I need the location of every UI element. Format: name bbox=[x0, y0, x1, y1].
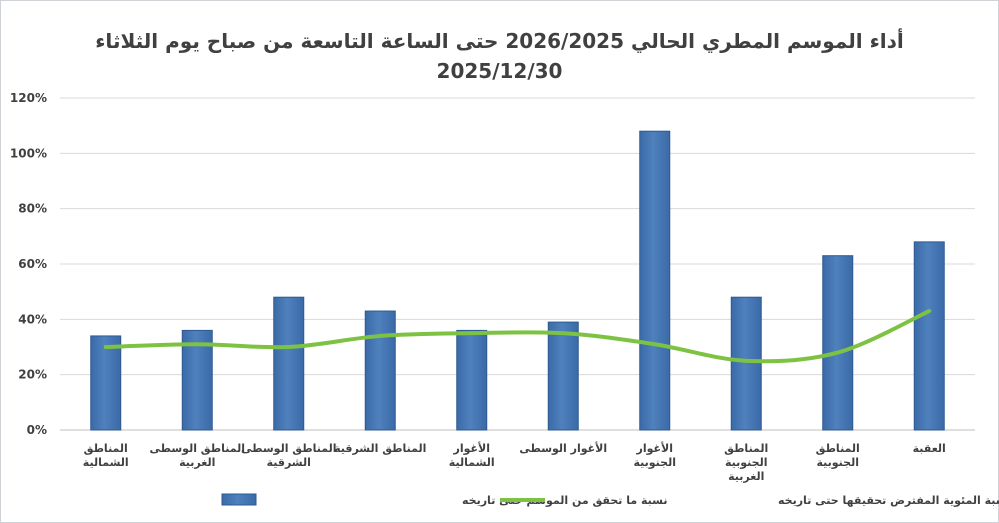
y-tick-label: 80% bbox=[18, 202, 47, 216]
y-tick-label: 60% bbox=[18, 257, 47, 271]
x-tick-label: الأغوار الشمالية bbox=[449, 441, 495, 469]
chart-title-line1: أداء الموسم المطري الحالي 2026/2025 حتى … bbox=[95, 29, 904, 53]
x-tick-label: العقبة bbox=[913, 442, 946, 455]
x-tick-label: الأغوار الوسطى bbox=[519, 441, 607, 455]
legend-label-bars: نسبة ما تحقق من الموسم حتى تاريخه bbox=[462, 494, 668, 507]
bar-6 bbox=[547, 321, 579, 431]
x-tick-label: المناطق الشرقية bbox=[334, 442, 426, 455]
x-tick-label: المناطق الشمالية bbox=[83, 442, 129, 469]
bar-2 bbox=[181, 329, 213, 431]
bar-3 bbox=[273, 296, 305, 431]
y-tick-label: 40% bbox=[18, 312, 47, 326]
x-tick-label: الأغوار الجنوبية bbox=[633, 441, 676, 469]
legend-swatch-bars bbox=[221, 493, 257, 506]
x-tick-label: المناطق الجنوبية bbox=[816, 442, 860, 469]
y-tick-label: 100% bbox=[10, 146, 47, 160]
bar-9 bbox=[822, 255, 854, 431]
bar-10 bbox=[913, 241, 945, 431]
y-tick-label: 0% bbox=[27, 423, 47, 437]
chart-title: أداء الموسم المطري الحالي 2026/2025 حتى … bbox=[0, 26, 999, 86]
bar-5 bbox=[456, 329, 488, 431]
x-tick-label: المناطق الوسطى الغربية bbox=[150, 442, 245, 469]
chart-title-line2: 2025/12/30 bbox=[436, 59, 563, 83]
legend-label-line: النسبة المئوية المفترض تحقيقها حتى تاريخ… bbox=[778, 494, 999, 507]
bar-7 bbox=[639, 130, 671, 431]
x-tick-label: المناطق الوسطى الشرقية bbox=[241, 442, 336, 469]
y-tick-label: 120% bbox=[10, 91, 47, 105]
bar-4 bbox=[364, 310, 396, 431]
bar-8 bbox=[730, 296, 762, 431]
bar-1 bbox=[90, 335, 122, 431]
line-series-expected bbox=[103, 309, 932, 364]
y-tick-label: 20% bbox=[18, 368, 47, 382]
x-tick-label: المناطق الجنوبية الغربية bbox=[724, 442, 768, 483]
